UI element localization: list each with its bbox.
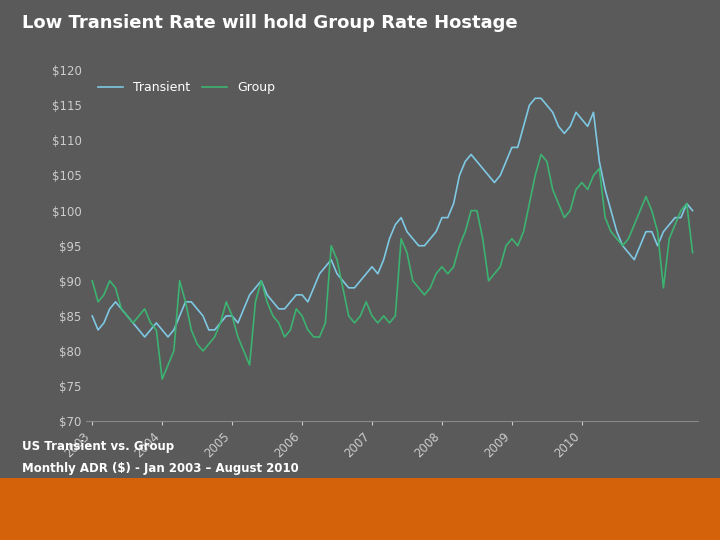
Text: Low Transient Rate will hold Group Rate Hostage: Low Transient Rate will hold Group Rate …: [22, 14, 517, 31]
Transient: [88, 313, 96, 319]
Transient: [688, 207, 697, 214]
Transient: [391, 221, 400, 228]
Group: [536, 151, 545, 158]
Transient: [140, 334, 149, 340]
Transient: [246, 292, 254, 298]
Line: Transient: Transient: [92, 98, 693, 337]
Transient: [269, 299, 277, 305]
Text: Monthly ADR ($) - Jan 2003 – August 2010: Monthly ADR ($) - Jan 2003 – August 2010: [22, 462, 298, 475]
Group: [158, 376, 166, 382]
Transient: [531, 95, 539, 102]
Group: [647, 207, 656, 214]
Group: [269, 313, 277, 319]
Group: [688, 249, 697, 256]
Legend: Transient, Group: Transient, Group: [93, 77, 280, 99]
Group: [88, 278, 96, 284]
Transient: [105, 306, 114, 312]
Transient: [677, 214, 685, 221]
Line: Group: Group: [92, 154, 693, 379]
Group: [391, 313, 400, 319]
Group: [105, 278, 114, 284]
Text: US Transient vs. Group: US Transient vs. Group: [22, 440, 174, 453]
Transient: [647, 228, 656, 235]
Group: [246, 362, 254, 368]
Group: [677, 207, 685, 214]
